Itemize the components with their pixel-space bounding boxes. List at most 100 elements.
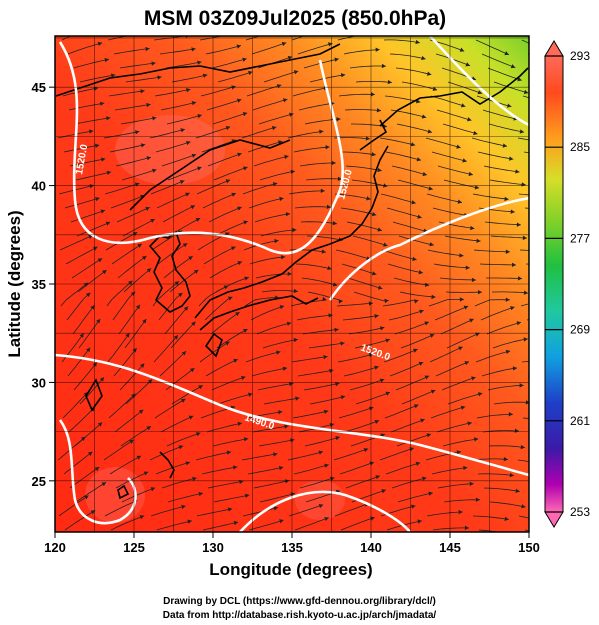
- streamline: [120, 117, 157, 125]
- streamline: [68, 406, 96, 433]
- streamline-arrow: [415, 39, 420, 45]
- streamline-arrow: [273, 452, 278, 457]
- streamline: [203, 246, 236, 265]
- streamline-arrow: [92, 362, 97, 367]
- streamline: [309, 395, 346, 405]
- streamline: [475, 39, 510, 56]
- streamline: [120, 425, 152, 447]
- streamline: [401, 81, 438, 91]
- colorbar-top-arrow: [544, 40, 564, 57]
- streamline-arrow: [416, 157, 421, 162]
- streamline: [119, 62, 156, 69]
- streamline-arrow: [502, 143, 507, 148]
- x-tick-label: 130: [202, 540, 224, 555]
- streamline-arrow: [241, 375, 246, 381]
- streamline: [347, 277, 383, 289]
- streamline-arrow: [525, 400, 529, 405]
- streamline-arrow: [522, 235, 527, 241]
- streamline: [444, 235, 481, 242]
- streamline-arrow: [141, 256, 147, 261]
- streamline-arrow: [508, 412, 513, 417]
- streamline: [308, 342, 345, 349]
- streamline-arrow: [101, 482, 107, 487]
- streamline: [426, 193, 463, 203]
- streamline-arrow: [138, 409, 144, 414]
- streamline: [104, 500, 138, 517]
- streamline-arrow: [146, 156, 151, 161]
- streamline: [153, 334, 179, 363]
- streamline-arrow: [324, 516, 329, 522]
- streamline: [160, 101, 197, 111]
- streamline: [397, 492, 433, 503]
- streamline: [287, 451, 324, 461]
- streamline-arrow: [137, 243, 142, 248]
- streamline: [493, 401, 529, 405]
- streamline-arrow: [91, 24, 96, 29]
- streamline-arrow: [570, 350, 575, 355]
- x-axis-title: Longitude (degrees): [209, 560, 372, 579]
- streamline-arrow: [223, 285, 229, 290]
- streamline: [196, 179, 231, 195]
- streamline-arrow: [336, 117, 341, 122]
- streamline-arrow: [340, 341, 345, 346]
- streamline-arrow: [380, 433, 385, 438]
- streamline-arrow: [178, 445, 184, 450]
- streamline: [171, 385, 203, 405]
- streamline-arrow: [365, 136, 370, 141]
- streamline-arrow: [473, 130, 478, 136]
- streamline: [108, 90, 145, 97]
- streamline-arrow: [180, 128, 185, 133]
- streamline: [248, 197, 284, 209]
- streamline-arrow: [128, 280, 133, 285]
- streamline-arrow: [413, 348, 418, 353]
- streamline: [333, 448, 369, 461]
- streamline: [60, 282, 89, 307]
- streamline-arrow: [100, 157, 106, 162]
- streamline: [205, 45, 242, 55]
- streamline: [73, 361, 98, 391]
- streamline-arrow: [471, 376, 476, 381]
- streamline: [259, 170, 295, 181]
- streamline: [518, 193, 529, 196]
- streamline: [382, 299, 419, 307]
- streamline: [247, 466, 284, 475]
- streamline-arrow: [340, 395, 346, 400]
- streamline: [256, 322, 292, 335]
- streamline: [297, 369, 334, 377]
- streamline: [252, 98, 288, 111]
- streamline: [258, 439, 295, 447]
- streamline: [475, 350, 511, 363]
- streamline-arrow: [225, 341, 230, 346]
- streamline: [492, 338, 528, 349]
- streamline: [517, 137, 529, 141]
- streamline-arrow: [458, 509, 463, 515]
- streamline-arrow: [318, 503, 324, 509]
- streamline: [397, 179, 433, 190]
- streamline-arrow: [286, 321, 292, 326]
- streamline-arrow: [152, 168, 157, 173]
- streamline: [116, 206, 150, 223]
- streamline-arrow: [337, 176, 342, 182]
- streamline-arrow: [363, 447, 369, 453]
- streamline: [484, 221, 521, 226]
- streamline-arrow: [181, 504, 186, 510]
- streamline: [251, 42, 287, 55]
- streamline-arrow: [457, 199, 462, 204]
- streamline-arrow: [243, 328, 248, 333]
- streamline-arrow: [319, 129, 324, 134]
- streamline-arrow: [510, 64, 516, 69]
- streamline-arrow: [474, 437, 479, 442]
- streamline: [486, 321, 522, 335]
- streamline: [125, 76, 162, 83]
- streamline-arrow: [179, 180, 185, 185]
- streamline: [401, 389, 436, 405]
- streamline-arrow: [142, 319, 147, 324]
- streamline-arrow: [564, 75, 569, 80]
- y-axis-title: Latitude (degrees): [5, 210, 24, 357]
- streamline-arrow: [143, 471, 149, 476]
- streamline: [429, 346, 463, 363]
- streamline-arrow: [417, 519, 422, 524]
- streamline-arrow: [145, 206, 150, 211]
- y-tick-label: 45: [32, 80, 46, 95]
- streamline: [122, 218, 155, 237]
